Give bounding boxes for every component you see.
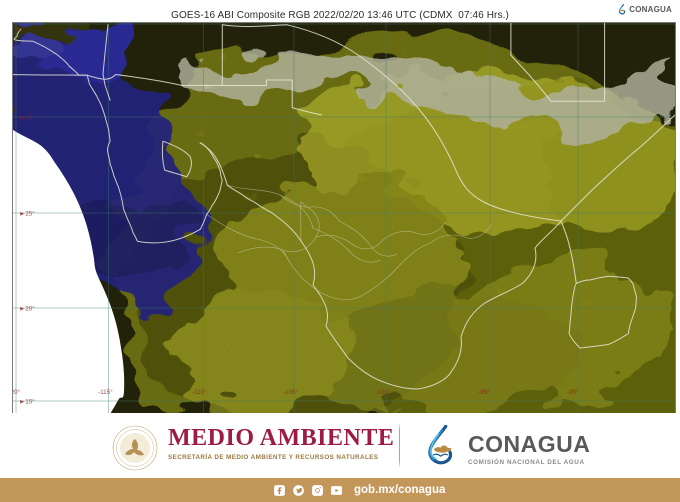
svg-text:-115°: -115°: [98, 388, 113, 396]
svg-text:►20°: ►20°: [19, 305, 35, 313]
svg-text:-120°: -120°: [13, 388, 21, 396]
svg-text:-110°: -110°: [192, 388, 207, 396]
svg-text:-105°: -105°: [283, 388, 299, 396]
svg-text:►30°: ►30°: [19, 114, 35, 122]
svg-text:-100°: -100°: [375, 388, 391, 396]
svg-text:-95°: -95°: [478, 388, 490, 396]
svg-text:-90°: -90°: [567, 388, 579, 396]
svg-text:►15°: ►15°: [19, 398, 35, 406]
svg-text:►25°: ►25°: [19, 210, 35, 218]
svg-text:35°: 35°: [15, 26, 25, 34]
